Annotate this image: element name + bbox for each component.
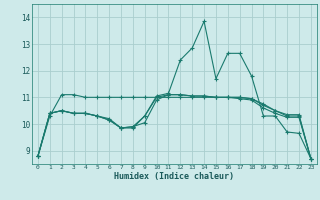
X-axis label: Humidex (Indice chaleur): Humidex (Indice chaleur)	[115, 172, 234, 181]
